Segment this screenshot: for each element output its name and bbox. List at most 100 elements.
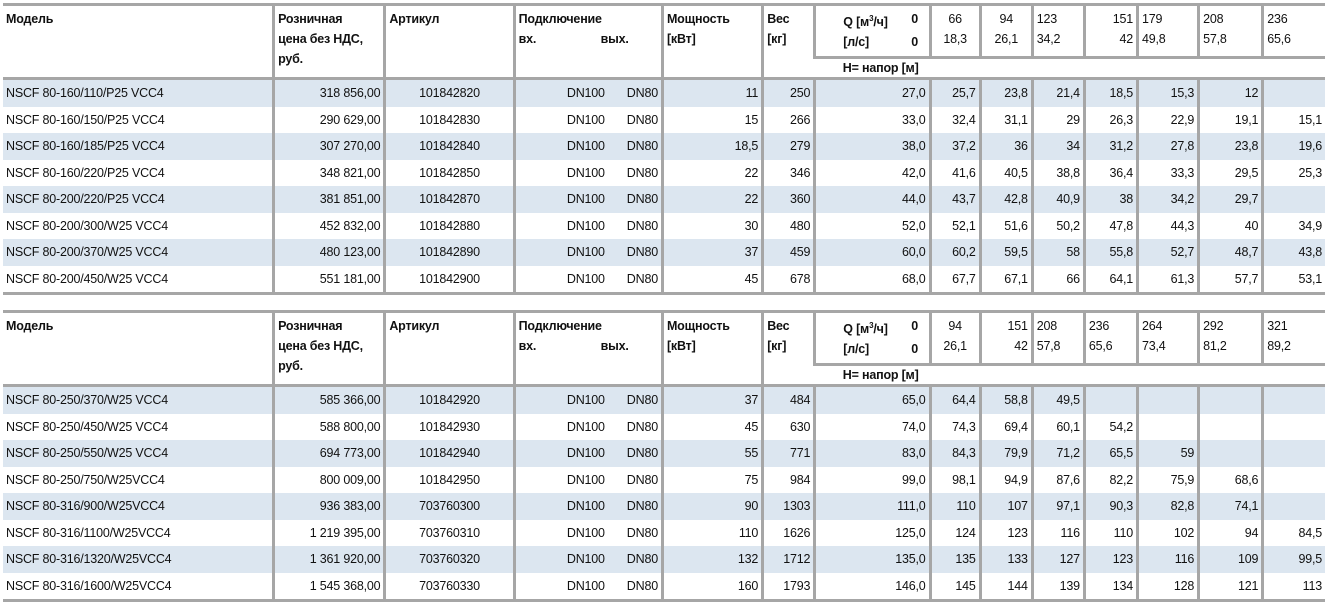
cell-head: 38,0 xyxy=(813,133,931,160)
q-m3h-value: 123 xyxy=(1036,12,1058,26)
cell-power: 55 xyxy=(660,440,763,467)
cell-head: 71,2 xyxy=(1030,440,1085,467)
cell-weight: 1712 xyxy=(761,546,815,573)
header-weight-line: [кг] xyxy=(767,32,787,46)
cell-power: 160 xyxy=(660,572,763,602)
cell-connection: DN100 DN80 xyxy=(512,106,663,133)
cell-power: 22 xyxy=(660,186,763,213)
cell-head: 94,9 xyxy=(978,466,1033,493)
cell-connection: DN100 DN80 xyxy=(512,546,663,573)
cell-price: 452 832,00 xyxy=(272,212,385,239)
cell-conn-out: DN80 xyxy=(626,139,658,154)
header-article: Артикул xyxy=(383,310,515,386)
cell-head: 34,9 xyxy=(1261,212,1325,239)
cell-conn-out: DN80 xyxy=(626,218,658,233)
cell-connection: DN100 DN80 xyxy=(512,413,663,440)
cell-head: 135,0 xyxy=(813,546,931,573)
q-ls-value: 57,8 xyxy=(1036,339,1061,353)
cell-conn-in: DN100 xyxy=(566,578,605,593)
header-power-line: [кВт] xyxy=(666,339,696,353)
q-ls-label: [л/с] xyxy=(843,342,869,357)
q-ls-value: 42 xyxy=(1014,339,1028,353)
cell-model: NSCF 80-316/1100/W25VCC4 xyxy=(6,525,171,540)
header-connection-label: Подключение xyxy=(518,12,602,26)
cell-head: 84,5 xyxy=(1261,519,1325,546)
cell-head: 146,0 xyxy=(813,572,931,602)
connection-subheader: вх. вых. xyxy=(519,336,629,356)
cell-head: 99,0 xyxy=(813,466,931,493)
cell-head: 79,9 xyxy=(978,440,1033,467)
cell-model: NSCF 80-160/220/P25 VCC4 xyxy=(6,165,165,180)
cell-price: 1 361 920,00 xyxy=(272,546,385,573)
header-q-point: 208 57,8 xyxy=(1030,310,1085,365)
cell-head: 110 xyxy=(928,493,981,520)
q-m3h-value: 264 xyxy=(1141,319,1163,333)
cell-head: 18,5 xyxy=(1082,77,1138,107)
cell-model: NSCF 80-316/1600/W25VCC4 xyxy=(3,572,274,602)
cell-head xyxy=(1261,466,1325,493)
header-connection-label: Подключение xyxy=(518,319,602,333)
header-price-line: цена без НДС, xyxy=(278,339,363,353)
header-head: H= напор [м] xyxy=(814,56,1325,79)
cell-connection: DN100 DN80 xyxy=(512,265,663,295)
cell-conn-out: DN80 xyxy=(626,499,658,514)
cell-head xyxy=(1261,493,1325,520)
q-ls-value: 57,8 xyxy=(1203,32,1227,46)
cell-weight: 346 xyxy=(761,159,815,186)
cell-head: 144 xyxy=(978,572,1033,602)
q-ls-value: 0 xyxy=(911,35,919,50)
cell-head: 38 xyxy=(1082,186,1138,213)
cell-model: NSCF 80-250/750/W25VCC4 xyxy=(6,472,165,487)
cell-head: 107 xyxy=(978,493,1033,520)
cell-weight: 1303 xyxy=(761,493,815,520)
cell-head: 25,3 xyxy=(1261,159,1325,186)
cell-head: 42,8 xyxy=(978,186,1033,213)
cell-head: 44,0 xyxy=(813,186,931,213)
cell-head: 145 xyxy=(928,572,981,602)
q-ls-value: 26,1 xyxy=(943,339,967,353)
cell-weight: 360 xyxy=(761,186,815,213)
cell-head: 44,3 xyxy=(1135,212,1199,239)
cell-head: 82,2 xyxy=(1082,466,1138,493)
q-m3h-value: 151 xyxy=(1112,12,1133,26)
cell-head: 67,7 xyxy=(928,265,981,295)
header-conn-in: вх. xyxy=(518,32,537,46)
cell-conn-out: DN80 xyxy=(626,86,658,101)
table-row: NSCF 80-250/450/W25 VCC4 588 800,00 101842… xyxy=(3,413,1325,440)
cell-head: 48,7 xyxy=(1197,239,1263,266)
cell-head: 75,9 xyxy=(1135,466,1199,493)
cell-model: NSCF 80-160/185/P25 VCC4 xyxy=(3,133,274,160)
cell-conn-in: DN100 xyxy=(566,419,605,434)
header-q-point: 236 65,6 xyxy=(1261,3,1325,58)
cell-weight: 459 xyxy=(761,239,815,266)
cell-article: 101842920 xyxy=(383,384,515,414)
pump-table-2: Модель Розничная цена без НДС, руб. Артикул П… xyxy=(3,310,1325,602)
header-price: Розничная цена без НДС, руб. xyxy=(272,310,385,386)
cell-power: 37 xyxy=(660,239,763,266)
cell-head: 12 xyxy=(1197,77,1263,107)
cell-model: NSCF 80-200/370/W25 VCC4 xyxy=(3,239,274,266)
cell-weight: 630 xyxy=(761,413,815,440)
cell-head: 33,3 xyxy=(1135,159,1199,186)
cell-head: 102 xyxy=(1135,519,1199,546)
q-m3h-sup: 3 xyxy=(869,321,874,330)
cell-head: 139 xyxy=(1030,572,1085,602)
table-row: NSCF 80-250/550/W25 VCC4 694 773,00 101842… xyxy=(3,440,1325,467)
cell-head: 68,6 xyxy=(1197,466,1263,493)
cell-conn-out: DN80 xyxy=(626,112,658,127)
cell-price: 318 856,00 xyxy=(272,77,385,107)
header-article: Артикул xyxy=(383,3,515,79)
header-q-point: 66 18,3 xyxy=(928,3,981,58)
table-row: NSCF 80-200/220/P25 VCC4 381 851,00 101842… xyxy=(3,186,1325,213)
cell-head: 111,0 xyxy=(813,493,931,520)
header-q-point: 208 57,8 xyxy=(1197,3,1263,58)
cell-head: 40 xyxy=(1197,212,1263,239)
cell-head: 123 xyxy=(978,519,1033,546)
header-weight-line: [кг] xyxy=(767,339,787,353)
cell-price: 694 773,00 xyxy=(272,440,385,467)
cell-head: 15,3 xyxy=(1135,77,1199,107)
pump-table-1: Модель Розничная цена без НДС, руб. Артикул П… xyxy=(3,3,1325,295)
header-q-point: 151 42 xyxy=(978,310,1033,365)
table-row: NSCF 80-250/370/W25 VCC4 585 366,00 101842… xyxy=(3,384,1325,414)
q-m3h-value: 0 xyxy=(911,12,919,26)
